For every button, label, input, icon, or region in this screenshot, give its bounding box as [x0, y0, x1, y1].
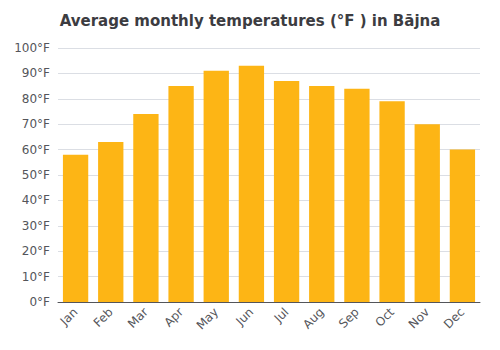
svg-text:30°F: 30°F	[22, 219, 50, 233]
svg-text:Jan: Jan	[57, 305, 81, 329]
svg-text:Feb: Feb	[91, 305, 116, 330]
svg-text:Aug: Aug	[300, 305, 326, 331]
svg-text:May: May	[194, 305, 221, 332]
svg-text:Sep: Sep	[336, 305, 362, 331]
svg-text:Apr: Apr	[161, 305, 186, 330]
svg-text:10°F: 10°F	[22, 270, 50, 284]
svg-text:0°F: 0°F	[29, 295, 50, 309]
svg-text:20°F: 20°F	[22, 244, 50, 258]
svg-text:100°F: 100°F	[14, 41, 50, 55]
svg-text:Mar: Mar	[125, 305, 151, 331]
svg-text:60°F: 60°F	[22, 143, 50, 157]
svg-text:40°F: 40°F	[22, 193, 50, 207]
svg-text:Jul: Jul	[271, 305, 292, 326]
svg-text:50°F: 50°F	[22, 168, 50, 182]
svg-text:Dec: Dec	[441, 305, 467, 331]
svg-text:90°F: 90°F	[22, 66, 50, 80]
svg-text:Jun: Jun	[233, 305, 257, 329]
svg-text:Average monthly temperatures (: Average monthly temperatures (°F ) in Bā…	[60, 12, 441, 30]
svg-text:70°F: 70°F	[22, 117, 50, 131]
svg-text:80°F: 80°F	[22, 92, 50, 106]
svg-text:Nov: Nov	[406, 305, 432, 331]
svg-text:Oct: Oct	[372, 305, 397, 330]
